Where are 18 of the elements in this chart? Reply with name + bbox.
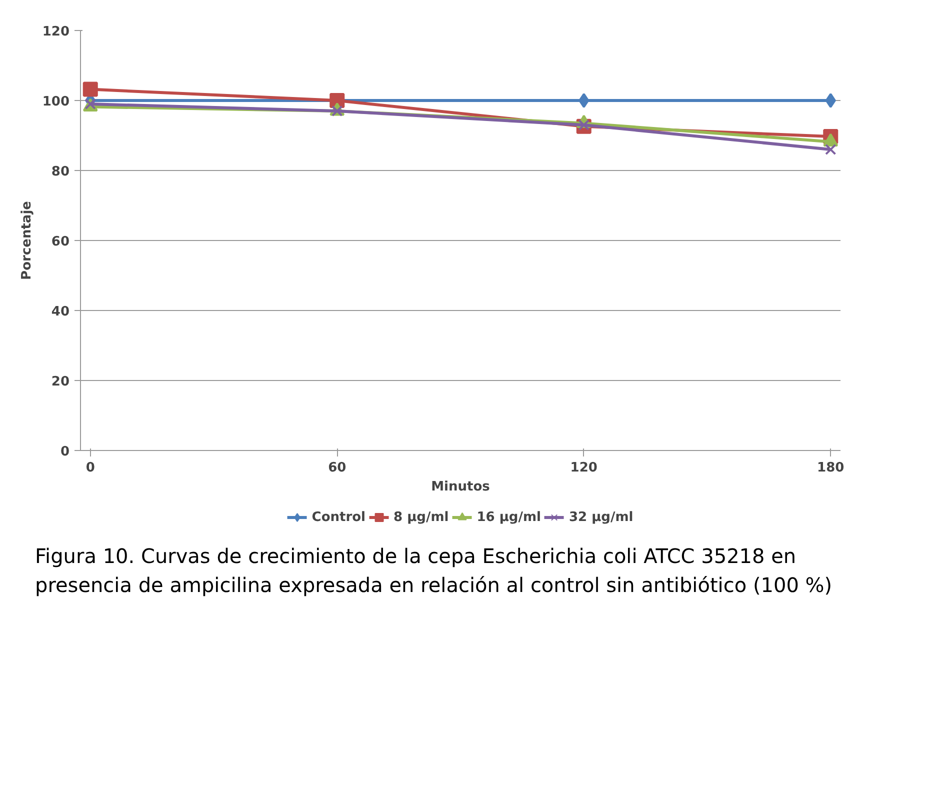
y-tick-label: 40 (51, 304, 70, 320)
y-tick-label: 120 (42, 24, 70, 40)
y-tick-label: 100 (42, 94, 70, 110)
x-tick-label: 120 (570, 460, 598, 476)
legend-label: 8 µg/ml (394, 510, 449, 524)
text: Figura 10. Curvas de crecimiento de la cepa Escherichia coli ATCC 35218 en presencia de ampicilina expresada en relación al control sin antibiótico (100 %) (35, 543, 834, 599)
x-tick-label: 0 (86, 460, 95, 476)
legend-label: 16 µg/ml (476, 510, 541, 524)
y-tick-label: 0 (60, 444, 70, 460)
legend-label: 32 µg/ml (568, 510, 634, 524)
y-axis-title: Porcentaje (19, 200, 34, 280)
y-tick-label: 20 (51, 374, 70, 390)
x-axis-title: Minutos (431, 480, 490, 494)
legend-label: Control (312, 510, 366, 524)
y-tick-label: 80 (51, 164, 70, 180)
x-tick-label: 180 (817, 460, 844, 476)
y-tick-label: 60 (51, 234, 70, 250)
x-tick-label: 60 (328, 460, 346, 476)
